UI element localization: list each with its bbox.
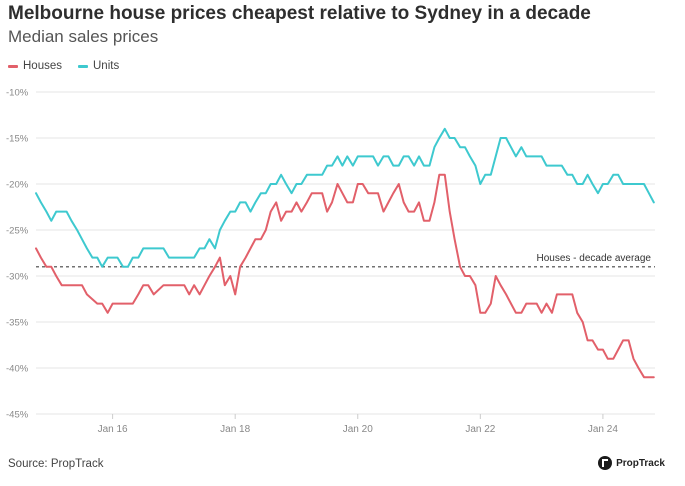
series-line-units	[35, 127, 655, 268]
proptrack-logo: PropTrack	[598, 456, 665, 470]
x-tick-label: Jan 24	[588, 424, 618, 435]
chart-subtitle: Median sales prices	[8, 27, 159, 46]
y-tick-label: -20%	[6, 180, 29, 191]
source-note: Source: PropTrack	[8, 458, 104, 470]
proptrack-logo-icon	[598, 456, 613, 470]
y-tick-label: -10%	[6, 88, 29, 99]
logo-text: PropTrack	[616, 457, 665, 469]
series-line-houses	[35, 173, 655, 379]
legend-label-units: Units	[93, 60, 120, 72]
y-tick-label: -35%	[6, 318, 29, 329]
chart-title: Melbourne house prices cheapest relative…	[8, 3, 591, 24]
legend-swatch-units	[78, 64, 88, 68]
legend-label-houses: Houses	[23, 60, 62, 72]
x-tick-label: Jan 20	[343, 424, 373, 435]
y-tick-label: -15%	[6, 134, 29, 145]
y-tick-label: -45%	[6, 410, 29, 421]
legend-item-houses: Houses	[8, 60, 62, 72]
y-tick-label: -40%	[6, 364, 29, 375]
series-lines	[35, 127, 655, 379]
legend-swatch-houses	[8, 64, 18, 68]
legend-item-units: Units	[78, 60, 119, 72]
x-tick-label: Jan 16	[98, 424, 128, 435]
legend: Houses Units	[8, 60, 119, 72]
reference-line-label: Houses - decade average	[536, 253, 651, 264]
x-axis-ticks: Jan 16 Jan 18 Jan 20 Jan 22 Jan 24	[98, 414, 618, 435]
x-tick-label: Jan 18	[220, 424, 250, 435]
reference-line-group: Houses - decade average	[36, 253, 655, 268]
grid-lines	[36, 91, 655, 415]
y-tick-label: -30%	[6, 272, 29, 283]
x-tick-label: Jan 22	[465, 424, 495, 435]
y-axis-ticks: -10% -15% -20% -25% -30% -35% -40% -45%	[6, 88, 29, 421]
y-tick-label: -25%	[6, 226, 29, 237]
